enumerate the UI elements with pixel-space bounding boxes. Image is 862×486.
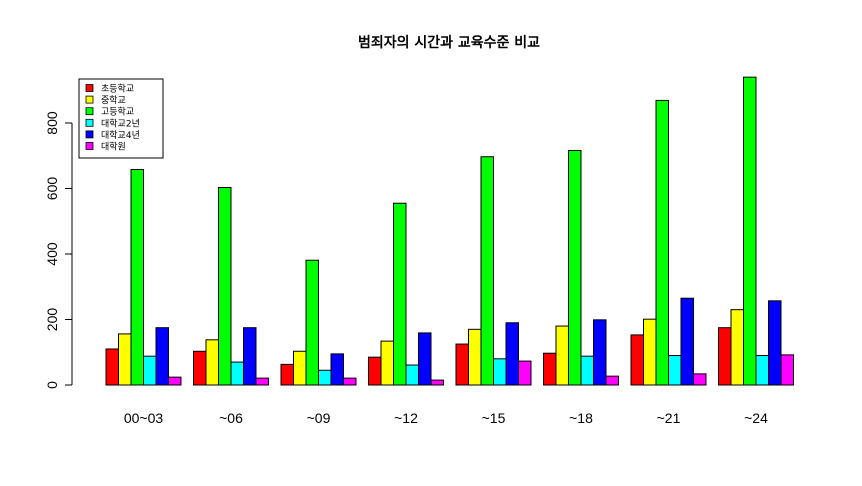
bar [205, 339, 219, 386]
bar [243, 327, 257, 386]
bar [643, 318, 657, 386]
bar [555, 325, 569, 386]
bar [580, 355, 594, 386]
x-tick-label: ~09 [307, 410, 331, 426]
bar [743, 76, 757, 386]
x-tick-label: ~21 [657, 410, 681, 426]
bar [393, 202, 407, 386]
bar [155, 327, 169, 386]
bar [493, 358, 507, 386]
x-tick-label: ~15 [482, 410, 506, 426]
bar [455, 343, 469, 386]
legend-swatch [85, 130, 94, 139]
bar [430, 379, 444, 386]
x-tick-label: ~24 [744, 410, 768, 426]
bar [780, 354, 794, 386]
legend-swatch [85, 107, 94, 116]
bar [168, 376, 182, 386]
x-axis-labels: 00~03 ~06 ~09 ~12 ~15 ~18 ~21 ~24 [124, 410, 768, 426]
bar [293, 350, 307, 386]
bar [218, 187, 232, 386]
legend-swatch [85, 118, 94, 127]
bars [105, 76, 794, 386]
legend-label: 대학교2년 [101, 118, 140, 129]
bar [130, 169, 144, 386]
bar [318, 369, 332, 386]
x-tick-label: ~18 [569, 410, 593, 426]
bar [305, 259, 319, 386]
y-tick-label: 600 [44, 177, 60, 201]
bar [768, 300, 782, 386]
legend-swatch [85, 95, 94, 104]
legend-swatch [85, 84, 94, 92]
legend-label: 초등학교 [101, 84, 134, 95]
bar [255, 377, 269, 386]
bar [543, 352, 557, 386]
x-tick-label: 00~03 [124, 410, 164, 426]
bar [143, 355, 157, 386]
bar [480, 156, 494, 386]
bar [718, 327, 732, 386]
bar [368, 356, 382, 386]
bar [105, 348, 119, 386]
x-tick-label: ~06 [219, 410, 243, 426]
bar [505, 322, 519, 386]
bar [518, 360, 532, 386]
bar [280, 363, 294, 386]
bar [418, 332, 432, 386]
y-tick-label: 400 [44, 242, 60, 266]
x-tick-label: ~12 [394, 410, 418, 426]
bar [755, 355, 769, 386]
bar [593, 319, 607, 386]
bar [655, 99, 669, 386]
y-axis: 0 200 400 600 800 [44, 111, 73, 389]
bar [693, 373, 707, 386]
bar [230, 361, 244, 386]
bar [630, 334, 644, 386]
chart-title: 범죄자의 시간과 교육수준 비교 [358, 34, 540, 51]
bar [193, 350, 207, 386]
legend-label: 고등학교 [101, 107, 134, 118]
legend-label: 대학원 [101, 142, 126, 153]
y-tick-label: 800 [44, 111, 60, 135]
bar [343, 377, 357, 386]
y-tick-label: 200 [44, 308, 60, 332]
bar [405, 364, 419, 386]
legend-label: 대학교4년 [101, 130, 140, 141]
bar [330, 353, 344, 386]
bar [468, 328, 482, 386]
bar [605, 375, 619, 386]
bar [380, 340, 394, 386]
legend-swatch [85, 142, 94, 150]
bar [680, 297, 694, 386]
legend-label: 중학교 [101, 95, 126, 106]
bar [730, 309, 744, 386]
y-tick-label: 0 [44, 381, 60, 389]
bar [568, 150, 582, 386]
bar [668, 355, 682, 386]
bar [118, 333, 132, 386]
